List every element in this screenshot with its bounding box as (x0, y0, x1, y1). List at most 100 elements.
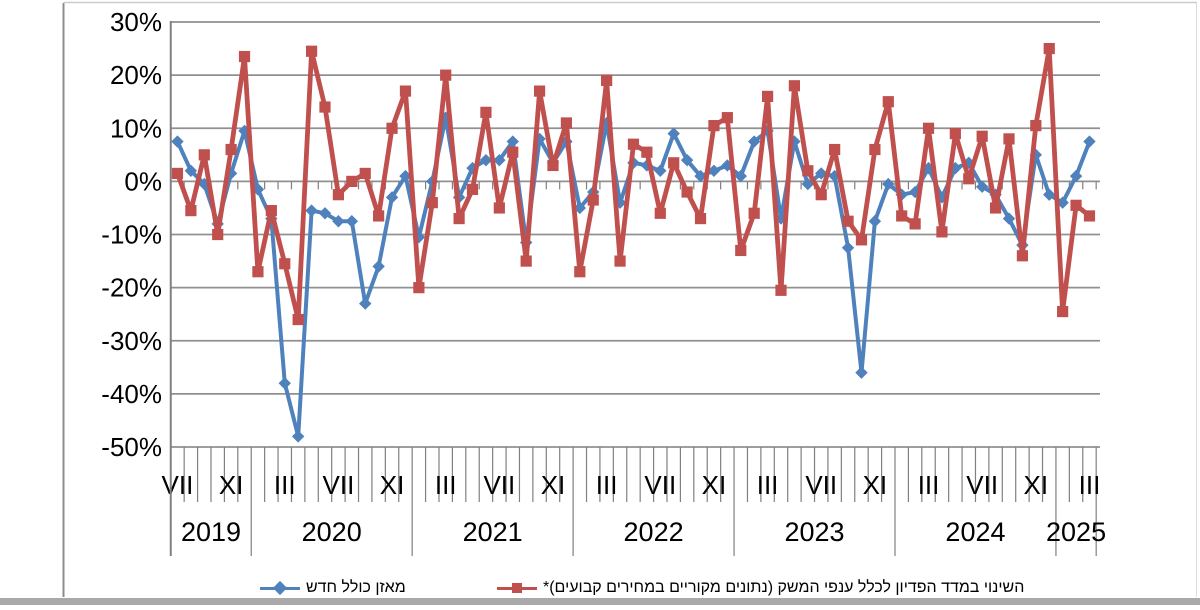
balance-marker (828, 169, 841, 183)
balance-marker (801, 177, 815, 191)
legend-item-balance: מאזן כולל חדש (260, 577, 406, 599)
y-tick-label: -40% (101, 379, 162, 409)
balance-marker (667, 127, 680, 140)
revenue-marker (829, 143, 841, 156)
revenue-marker (748, 207, 760, 219)
x-axis: VII XI III VII XI III VII XI III VII XI III VII XI III… (162, 447, 1106, 556)
balance-marker (533, 132, 546, 146)
revenue-marker (963, 173, 975, 185)
revenue-marker (440, 69, 452, 81)
balance-marker (399, 169, 412, 183)
month-tick-label: III (918, 470, 940, 500)
revenue-marker (614, 255, 626, 267)
month-tick-label: VII (644, 470, 676, 500)
balance-marker (1002, 212, 1016, 225)
y-tick-label: 20% (110, 60, 162, 90)
y-tick-label: -50% (101, 432, 162, 462)
month-tick-label: XI (863, 470, 888, 500)
revenue-marker (252, 266, 264, 278)
y-tick-label: -30% (101, 326, 162, 356)
revenue-marker (574, 266, 586, 278)
balance-marker (1069, 169, 1083, 183)
revenue-marker (386, 122, 398, 134)
revenue-marker (708, 120, 720, 132)
balance-marker (359, 297, 372, 310)
revenue-marker (359, 167, 371, 180)
revenue-marker (668, 157, 680, 169)
revenue-series-marker-icon (497, 581, 537, 595)
year-label: 2019 (181, 517, 241, 547)
revenue-marker (882, 96, 894, 108)
month-tick-label: III (1079, 470, 1101, 500)
balance-marker (305, 204, 318, 217)
balance-series-marker-icon (260, 580, 300, 596)
balance-marker (707, 164, 721, 177)
balance-marker (949, 161, 962, 175)
revenue-marker (775, 284, 787, 296)
y-tick-label: -10% (101, 220, 162, 250)
balance-marker (975, 180, 989, 193)
month-tick-label: XI (1024, 470, 1049, 500)
balance-marker (868, 215, 882, 228)
revenue-marker (627, 138, 640, 150)
revenue-marker (842, 215, 854, 227)
year-label: 2020 (302, 517, 362, 547)
revenue-marker (1070, 199, 1082, 211)
revenue-marker (936, 226, 948, 238)
revenue-marker (279, 258, 291, 270)
revenue-marker (480, 106, 492, 118)
balance-marker (506, 135, 519, 148)
balance-marker (815, 167, 828, 180)
gridlines (170, 21, 1100, 448)
balance-marker (855, 366, 868, 379)
revenue-marker (346, 175, 358, 187)
revenue-marker (802, 165, 814, 177)
revenue-marker (560, 117, 573, 129)
revenue-marker (413, 282, 425, 294)
month-tick-label: XI (541, 470, 566, 500)
revenue-marker (399, 85, 412, 97)
balance-marker (680, 153, 694, 167)
revenue-marker (1003, 133, 1015, 145)
revenue-marker (225, 143, 237, 156)
y-tick-label: 10% (110, 113, 162, 143)
balance-marker (747, 135, 761, 148)
revenue-marker (238, 50, 251, 63)
revenue-marker (373, 210, 385, 222)
year-label: 2025 (1046, 517, 1106, 547)
balance-marker (332, 215, 345, 228)
year-label: 2024 (945, 517, 1005, 547)
month-tick-label: VII (162, 470, 194, 500)
month-tick-label: III (274, 470, 296, 500)
balance-marker (318, 207, 332, 220)
revenue-marker (1083, 210, 1096, 222)
revenue-marker (641, 146, 653, 158)
month-tick-label: XI (380, 470, 405, 500)
revenue-marker (292, 313, 304, 326)
month-tick-label: VII (966, 470, 998, 500)
revenue-marker (1030, 120, 1042, 132)
revenue-marker (533, 85, 546, 97)
revenue-marker (949, 127, 961, 140)
revenue-marker (922, 122, 935, 134)
revenue-marker (319, 101, 331, 113)
month-tick-label: XI (219, 470, 244, 500)
revenue-marker (453, 212, 465, 225)
balance-marker (734, 169, 747, 183)
year-label: 2022 (624, 517, 684, 547)
revenue-marker (896, 210, 908, 222)
balance-marker (922, 161, 935, 175)
balance-marker (694, 169, 707, 183)
revenue-marker (587, 194, 599, 206)
balance-marker (1083, 135, 1096, 148)
revenue-marker (601, 74, 613, 87)
revenue-marker (265, 205, 277, 217)
revenue-marker (1057, 305, 1069, 318)
revenue-line (175, 46, 1092, 322)
revenue-marker (815, 189, 827, 201)
y-tick-label: 30% (110, 7, 162, 37)
revenue-marker (212, 228, 224, 241)
